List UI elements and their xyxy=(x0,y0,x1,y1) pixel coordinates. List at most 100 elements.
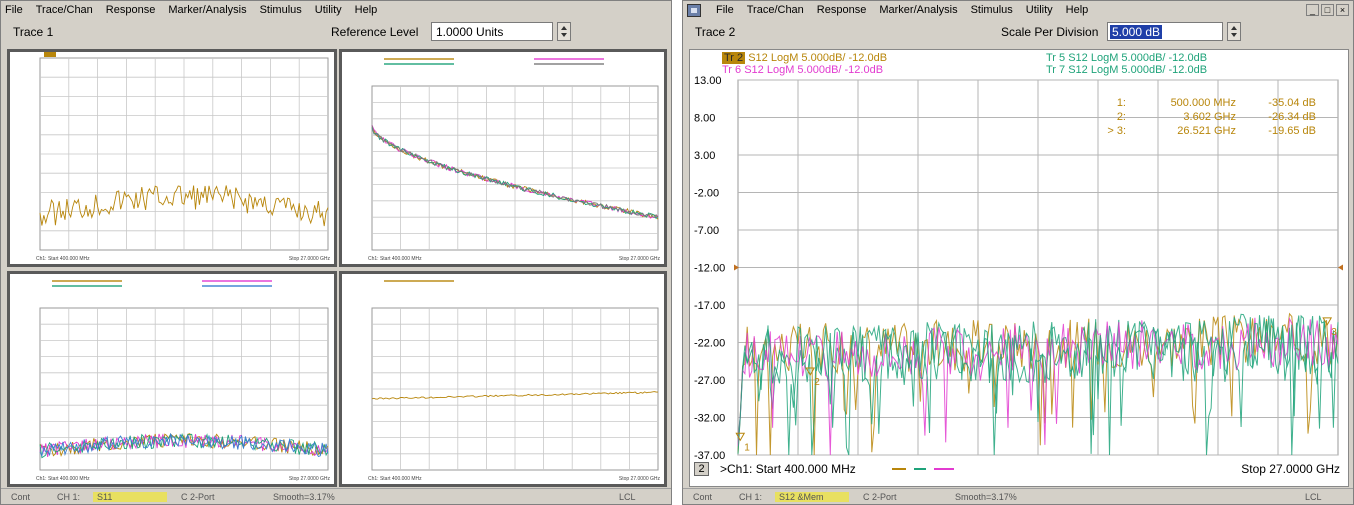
legend-tr2[interactable]: Tr 2 S12 LogM 5.000dB/ -12.0dB xyxy=(722,52,888,64)
left-panel-trace3[interactable]: Ch1: Start 400.000 MHz Stop 27.0000 GHz xyxy=(7,271,337,487)
marker-row-1[interactable]: 1: 500.000 MHz -35.04 dB xyxy=(1116,97,1316,109)
app-icon[interactable] xyxy=(687,3,701,17)
s12-chart: 13.00 8.00 3.00 -2.00 -7.00 -12.00 -17.00 -22.0… xyxy=(694,75,1343,462)
left-menu-response[interactable]: Response xyxy=(105,4,156,16)
trace-legend-left: Tr 2 S12 LogM 5.000dB/ -12.0dB Tr 6 S12 … xyxy=(722,52,887,76)
y-tick-label: -17.00 xyxy=(694,300,725,312)
left-status-smooth: Smooth=3.17% xyxy=(273,492,335,502)
right-menu-marker-analysis[interactable]: Marker/Analysis xyxy=(879,4,958,16)
scale-per-division-input[interactable]: 5.000 dB xyxy=(1107,22,1223,41)
left-menu-trace-chan[interactable]: Trace/Chan xyxy=(35,4,93,16)
restore-icon[interactable]: □ xyxy=(1321,4,1334,16)
thumb-trace xyxy=(39,433,329,458)
left-panel-trace4-plot xyxy=(371,280,659,471)
scale-per-division-spinner[interactable] xyxy=(1227,22,1241,41)
y-tick-label: -27.00 xyxy=(694,375,725,387)
thumb-legend-swatch xyxy=(202,280,272,282)
left-panel-trace4[interactable]: Ch1: Start 400.000 MHz Stop 27.0000 GHz xyxy=(339,271,667,487)
marker-triangle-3 xyxy=(1322,317,1333,326)
channel-number-button[interactable]: 2 xyxy=(694,462,709,476)
marker-triangle-1 xyxy=(735,432,746,442)
right-menu-trace-chan[interactable]: Trace/Chan xyxy=(746,4,804,16)
window-controls: _ □ × xyxy=(1306,4,1349,16)
series-line-tr2 xyxy=(737,312,1339,456)
left-menu-file[interactable]: File xyxy=(5,4,23,16)
right-menu-help[interactable]: Help xyxy=(1065,4,1089,16)
right-trace-name[interactable]: Trace 2 xyxy=(695,25,736,39)
footer-trace-swatches xyxy=(892,468,954,470)
marker-row-2[interactable]: 2: 3.602 GHz -26.34 dB xyxy=(1116,111,1316,123)
scale-per-division-label: Scale Per Division xyxy=(1001,25,1099,39)
left-status-param: S11 xyxy=(93,492,167,502)
y-tick-label: -22.00 xyxy=(694,338,725,350)
right-menu-file[interactable]: File xyxy=(716,4,734,16)
left-panel-trace1-plot xyxy=(39,52,329,251)
left-menu-utility[interactable]: Utility xyxy=(314,4,342,16)
reference-level-marker-right xyxy=(1338,264,1343,271)
marker-row-3[interactable]: > 3: 26.521 GHz -19.65 dB xyxy=(1107,125,1316,137)
left-status-port: C 2-Port xyxy=(181,492,215,502)
series-line-tr7 xyxy=(737,315,1339,456)
thumb-trace xyxy=(39,185,329,227)
thumb-legend-swatch xyxy=(52,285,122,287)
left-panel-2-start: Ch1: Start 400.000 MHz xyxy=(368,256,422,262)
thumb-trace xyxy=(371,125,659,218)
left-panel-trace1[interactable]: Ch1: Start 400.000 MHz Stop 27.0000 GHz xyxy=(7,49,337,267)
y-tick-label: -7.00 xyxy=(694,225,719,237)
right-menubar: File Trace/Chan Response Marker/Analysis… xyxy=(683,1,1353,19)
thumb-legend-swatch xyxy=(384,63,454,65)
reference-level-label: Reference Level xyxy=(331,25,419,39)
reference-level-spinner[interactable] xyxy=(557,22,571,41)
trace-legend-right: Tr 5 S12 LogM 5.000dB/ -12.0dB Tr 7 S12 … xyxy=(1046,52,1207,76)
left-panel-1-start: Ch1: Start 400.000 MHz xyxy=(36,256,90,262)
left-status-lcl: LCL xyxy=(619,492,636,502)
right-status-param: S12 &Mem xyxy=(775,492,849,502)
right-status-port: C 2-Port xyxy=(863,492,897,502)
legend-tr6[interactable]: Tr 6 S12 LogM 5.000dB/ -12.0dB xyxy=(722,64,884,76)
series-line-tr5 xyxy=(737,313,1339,456)
y-tick-label: -37.00 xyxy=(694,450,725,462)
left-statusbar: Cont CH 1: S11 C 2-Port Smooth=3.17% LCL xyxy=(1,488,671,504)
main-plot-panel[interactable]: 13.00 8.00 3.00 -2.00 -7.00 -12.00 -17.00 -22.0… xyxy=(689,49,1349,487)
left-status-channel: CH 1: xyxy=(57,492,81,502)
y-tick-label: 8.00 xyxy=(694,113,715,125)
right-status-lcl: LCL xyxy=(1305,492,1322,502)
left-toolbar: Trace 1 Reference Level 1.0000 Units xyxy=(1,20,671,44)
thumb-legend-swatch xyxy=(534,63,604,65)
y-tick-label: -2.00 xyxy=(694,188,719,200)
close-icon[interactable]: × xyxy=(1336,4,1349,16)
thumb-legend-swatch xyxy=(52,280,122,282)
reference-level-input[interactable]: 1.0000 Units xyxy=(431,22,553,41)
minimize-icon[interactable]: _ xyxy=(1306,4,1319,16)
y-tick-label: -12.00 xyxy=(694,263,725,275)
marker-label-1: 1 xyxy=(744,442,750,453)
legend-tr7[interactable]: Tr 7 S12 LogM 5.000dB/ -12.0dB xyxy=(1046,64,1208,76)
thumb-trace xyxy=(371,391,659,400)
left-menu-marker-analysis[interactable]: Marker/Analysis xyxy=(168,4,247,16)
legend-tr5[interactable]: Tr 5 S12 LogM 5.000dB/ -12.0dB xyxy=(1046,52,1208,64)
right-statusbar: Cont CH 1: S12 &Mem C 2-Port Smooth=3.17… xyxy=(683,488,1353,504)
thumb-legend-swatch xyxy=(202,285,272,287)
reference-level-marker xyxy=(734,264,739,271)
left-panel-trace3-plot xyxy=(39,280,329,471)
left-status-cont: Cont xyxy=(11,492,31,502)
marker-readout: 1: 500.000 MHz -35.04 dB 2: 3.602 GHz -26.34… xyxy=(1096,96,1316,138)
thumb-legend-swatch xyxy=(384,58,454,60)
left-panel-3-stop: Stop 27.0000 GHz xyxy=(288,476,330,482)
y-tick-label: 13.00 xyxy=(694,75,722,87)
right-menu-response[interactable]: Response xyxy=(816,4,867,16)
left-panel-4-start: Ch1: Start 400.000 MHz xyxy=(368,476,422,482)
right-menu-utility[interactable]: Utility xyxy=(1025,4,1053,16)
right-status-cont: Cont xyxy=(693,492,713,502)
left-panel-trace2[interactable]: Ch1: Start 400.000 MHz Stop 27.0000 GHz xyxy=(339,49,667,267)
left-menubar: File Trace/Chan Response Marker/Analysis… xyxy=(1,1,671,19)
right-toolbar: Trace 2 Scale Per Division 5.000 dB xyxy=(683,20,1353,44)
left-menu-help[interactable]: Help xyxy=(354,4,378,16)
footer-stop: Stop 27.0000 GHz xyxy=(1241,462,1340,476)
left-menu-stimulus[interactable]: Stimulus xyxy=(259,4,302,16)
left-panel-3-start: Ch1: Start 400.000 MHz xyxy=(36,476,90,482)
right-menu-stimulus[interactable]: Stimulus xyxy=(970,4,1013,16)
left-analyzer-window: File Trace/Chan Response Marker/Analysis… xyxy=(0,0,672,505)
left-trace-name[interactable]: Trace 1 xyxy=(13,25,54,39)
marker-label-3: 3 xyxy=(1331,327,1337,338)
